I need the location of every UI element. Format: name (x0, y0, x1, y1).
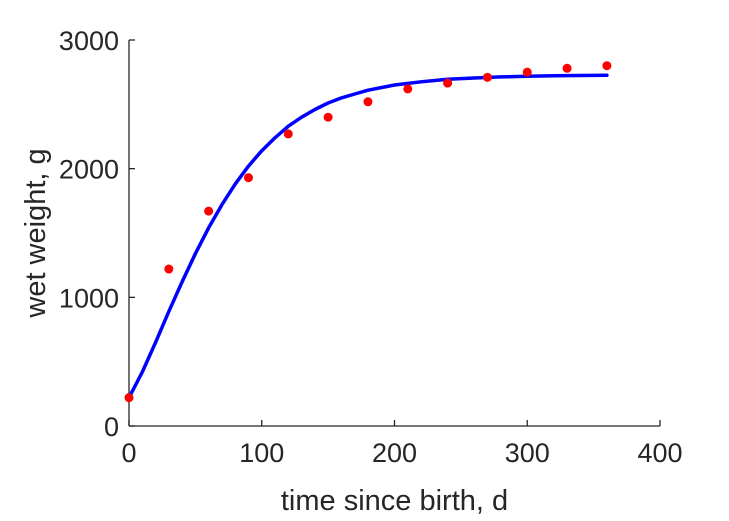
x-axis-label: time since birth, d (281, 485, 508, 517)
y-tick-label: 0 (104, 412, 119, 442)
data-point (124, 393, 134, 403)
data-point (363, 97, 373, 107)
data-point (283, 129, 293, 139)
x-tick-label: 0 (121, 438, 136, 468)
fit-curve (127, 73, 609, 400)
data-point (602, 61, 612, 71)
data-point (204, 206, 214, 216)
data-point (164, 264, 174, 274)
y-axis-label: wet weight, g (20, 148, 52, 318)
data-point (443, 78, 453, 88)
y-tick-label: 3000 (59, 26, 119, 56)
y-tick-label: 2000 (59, 155, 119, 185)
x-tick-label: 400 (637, 438, 682, 468)
ticks: 0 100 200 300 400 0 1000 2000 3000 (59, 26, 683, 468)
data-point (522, 67, 532, 77)
data-point (243, 173, 253, 183)
x-tick-label: 300 (505, 438, 550, 468)
plot-area (124, 61, 612, 403)
data-point (482, 72, 492, 82)
data-point (323, 112, 333, 122)
data-point (562, 63, 572, 73)
x-tick-label: 200 (372, 438, 417, 468)
data-point (403, 84, 413, 94)
x-tick-label: 100 (239, 438, 284, 468)
axes (128, 40, 660, 427)
y-tick-label: 1000 (59, 283, 119, 313)
